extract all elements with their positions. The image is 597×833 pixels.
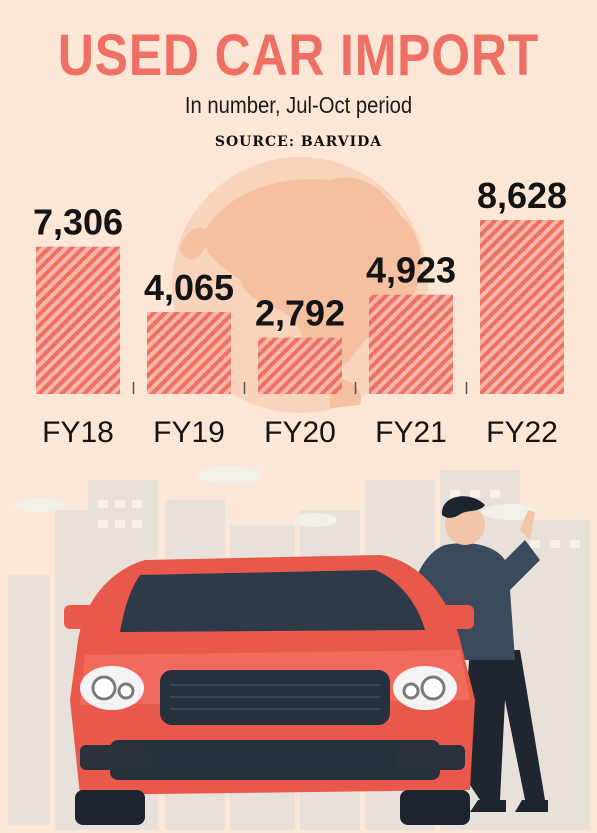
value-label: 8,628 (477, 175, 567, 216)
bar-fy22 (480, 220, 564, 394)
category-label: FY19 (153, 416, 225, 449)
bar-fy21 (369, 294, 453, 394)
chart-source: SOURCE: BARVIDA (214, 134, 383, 150)
globe-icon (172, 157, 428, 413)
value-label: 4,065 (144, 267, 234, 308)
chart-title: USED CAR IMPORT (57, 23, 540, 88)
car-illustration (64, 555, 475, 825)
bar-fy19 (147, 312, 231, 394)
category-label: FY18 (42, 416, 114, 449)
value-label: 7,306 (33, 202, 123, 243)
category-label: FY20 (264, 416, 336, 449)
bar-fy20 (258, 337, 342, 394)
value-label: 4,923 (366, 250, 456, 291)
bar-fy18 (36, 246, 120, 394)
category-label: FY22 (486, 416, 558, 449)
category-label: FY21 (375, 416, 447, 449)
value-label: 2,792 (255, 293, 345, 334)
bar-chart: 7,306 FY18 4,065 FY19 2,792 FY20 4,923 FY21 8,62… (33, 175, 567, 449)
chart-subtitle: In number, Jul-Oct period (184, 92, 413, 118)
